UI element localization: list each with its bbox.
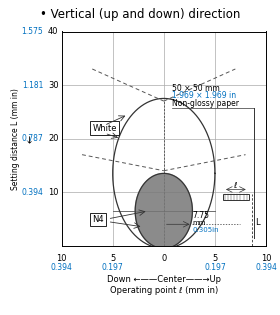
Bar (223, 194, 249, 200)
Text: 1.575: 1.575 (22, 27, 43, 36)
Text: Non-glossy paper: Non-glossy paper (172, 99, 239, 107)
Text: 5.0: 5.0 (87, 132, 89, 133)
Text: 10: 10 (261, 254, 271, 263)
Text: 0.197: 0.197 (204, 263, 226, 272)
Text: 10: 10 (56, 254, 67, 263)
Text: Setting distance L (mm in): Setting distance L (mm in) (11, 88, 20, 190)
Text: 0.787: 0.787 (22, 134, 43, 143)
Text: 20: 20 (48, 134, 59, 143)
Text: 0.394: 0.394 (51, 263, 73, 272)
Text: 1.181: 1.181 (22, 81, 43, 89)
Text: L: L (255, 218, 259, 227)
Text: N4: N4 (92, 215, 104, 224)
Text: • Vertical (up and down) direction: • Vertical (up and down) direction (40, 8, 240, 21)
Text: 50 × 50 mm: 50 × 50 mm (172, 84, 220, 93)
Text: 5: 5 (212, 254, 218, 263)
Text: Down ←——Center——→Up: Down ←——Center——→Up (107, 275, 221, 284)
Text: 1.969 × 1.969 in: 1.969 × 1.969 in (172, 91, 236, 100)
Text: White: White (92, 123, 117, 133)
Text: 0: 0 (161, 254, 166, 263)
Text: $\ell$: $\ell$ (233, 180, 238, 190)
Text: 40: 40 (48, 27, 59, 36)
Polygon shape (135, 174, 192, 248)
Text: 10: 10 (48, 188, 59, 197)
Text: Operating point ℓ (mm in): Operating point ℓ (mm in) (110, 286, 218, 295)
Text: 0.394: 0.394 (255, 263, 277, 272)
Text: 5: 5 (110, 254, 115, 263)
Text: 7.75: 7.75 (192, 211, 209, 220)
Text: mm: mm (192, 220, 206, 226)
Text: 30: 30 (48, 81, 59, 89)
Text: 0.305in: 0.305in (192, 227, 219, 233)
Text: 0.394: 0.394 (21, 188, 43, 197)
Text: ←: ← (26, 135, 36, 143)
Text: 0.197: 0.197 (102, 263, 123, 272)
